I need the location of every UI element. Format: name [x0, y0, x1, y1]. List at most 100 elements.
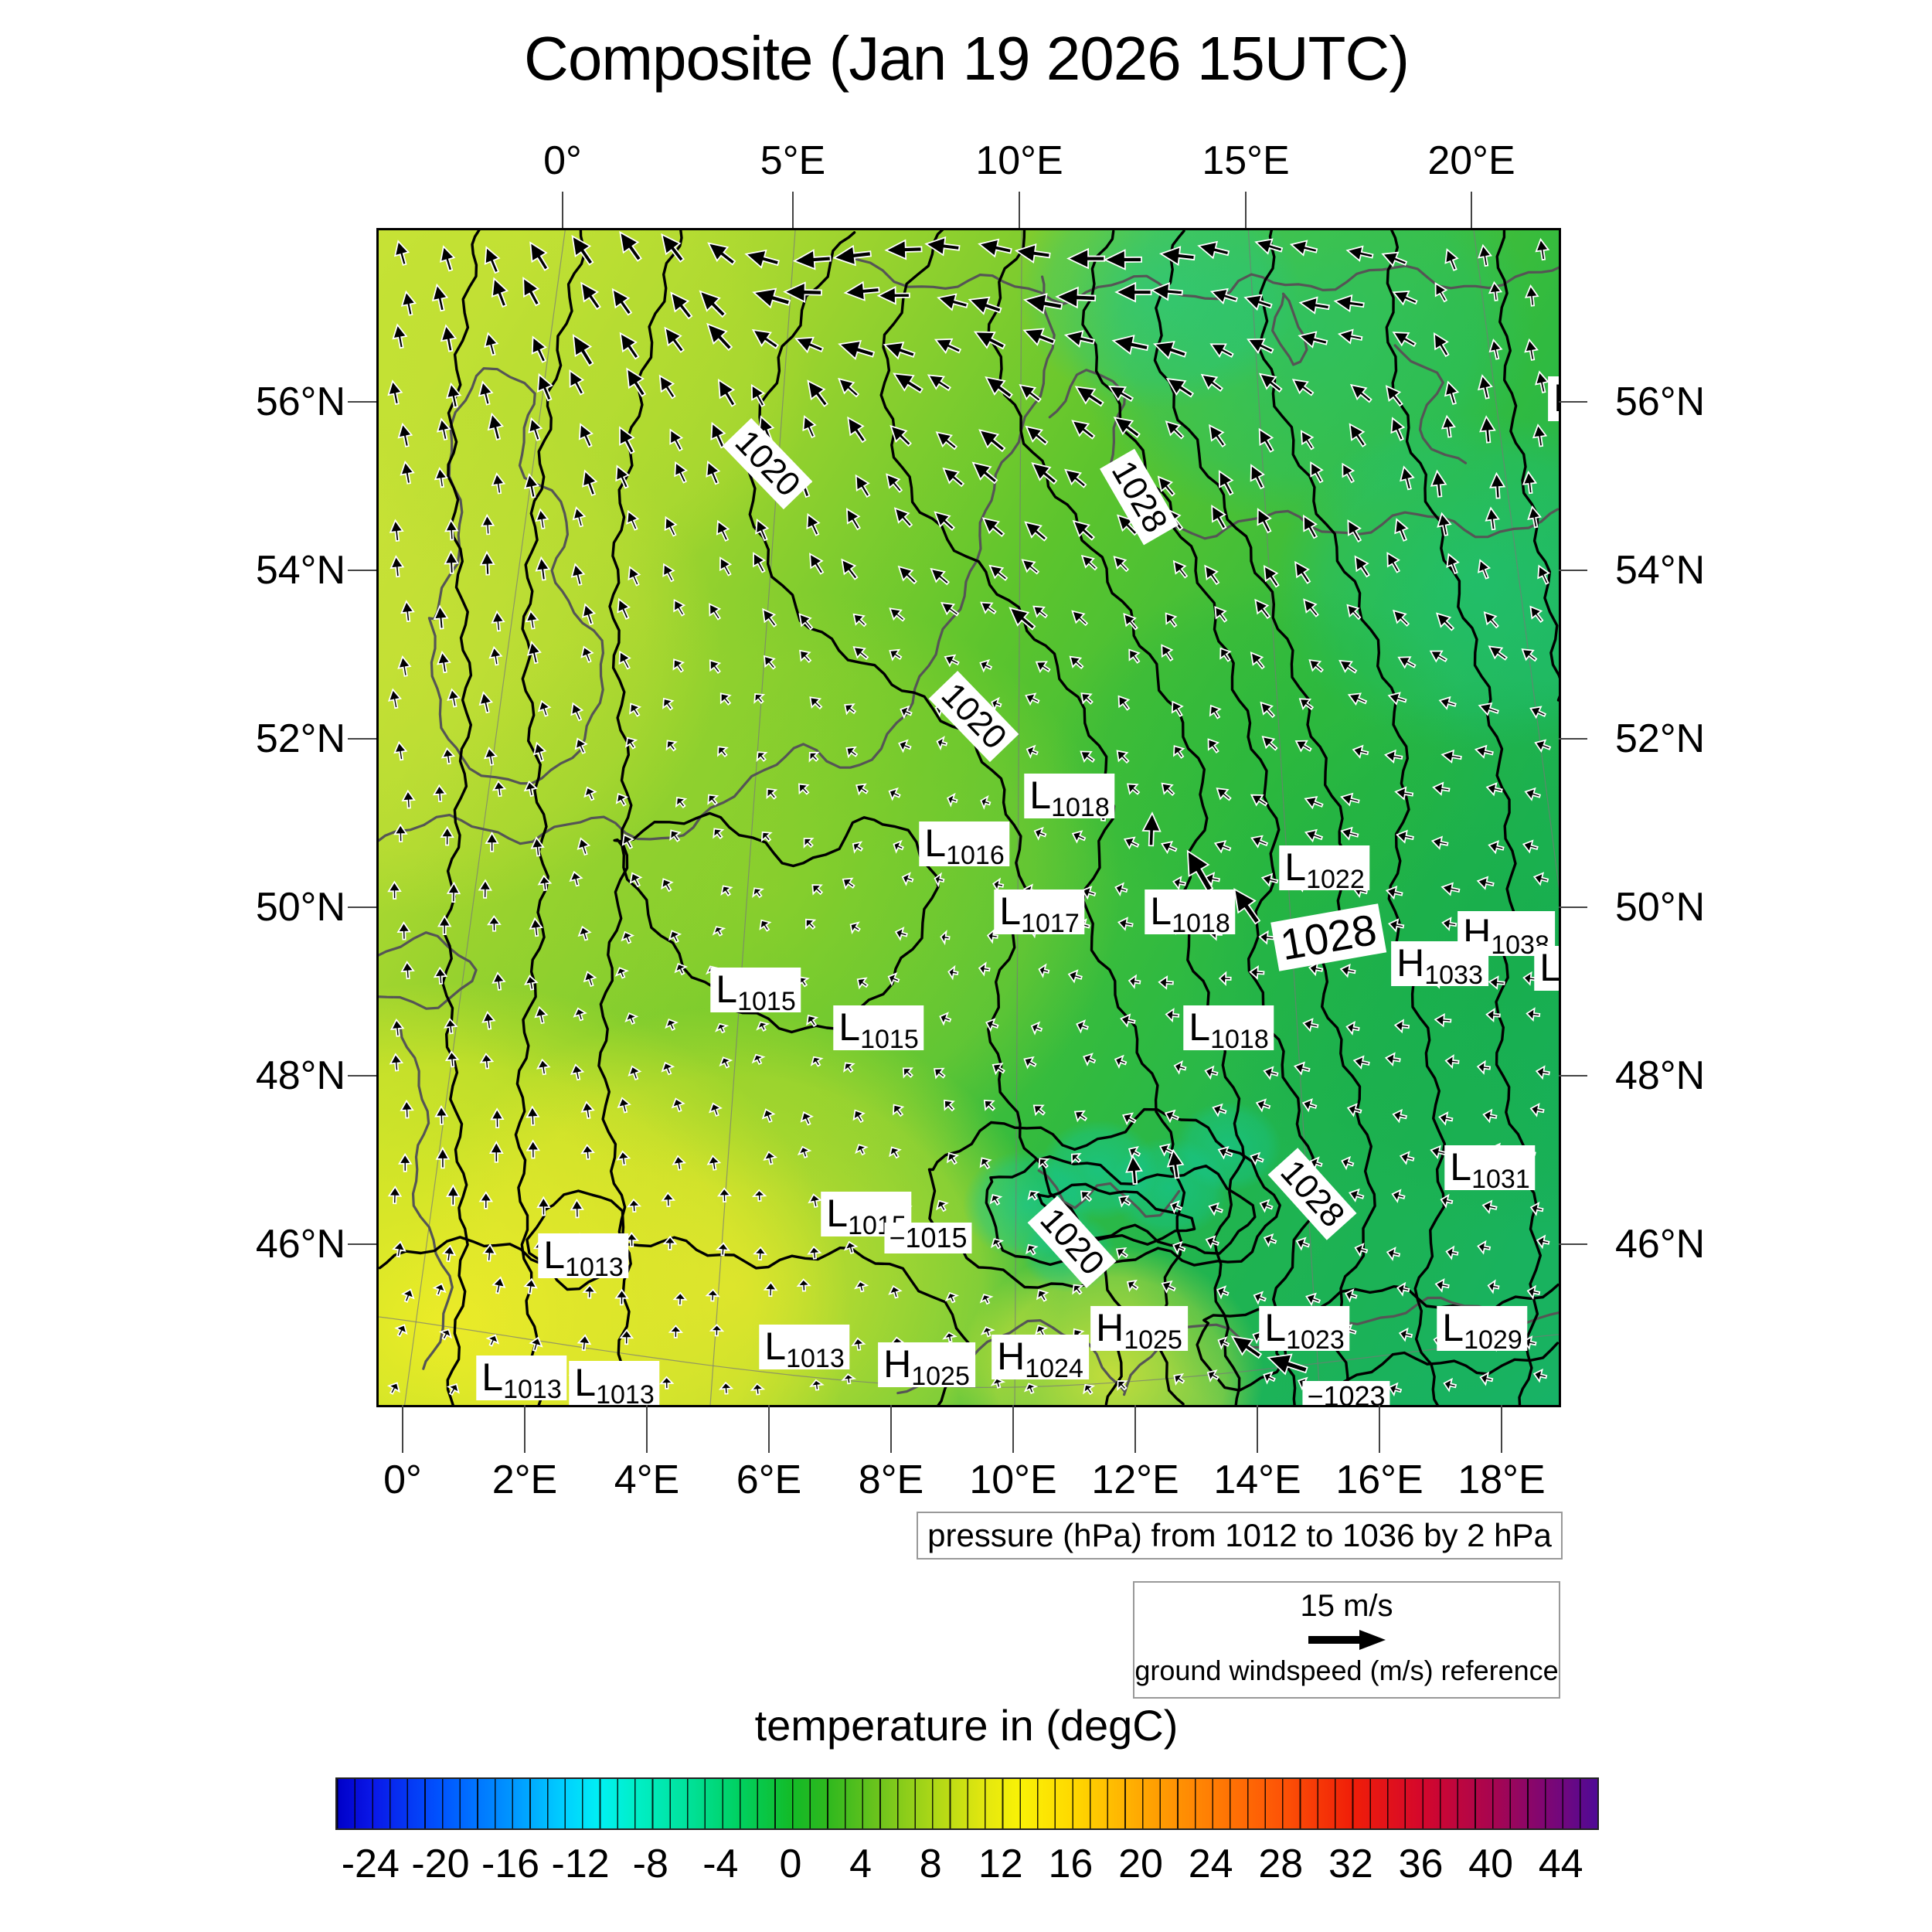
isobar-contour-label-1028: 1028	[1270, 903, 1386, 971]
left-axis-label-52°N: 52°N	[255, 716, 345, 761]
pressure-center-L-1018: L1018	[1024, 774, 1115, 821]
isobar-contour-label-1028: 1028	[1267, 1148, 1357, 1240]
pressure-center-H-1024: H1024	[992, 1335, 1089, 1382]
colorbar-tick-label-16: 16	[1048, 1842, 1094, 1886]
top-axis-label-5°E: 5°E	[760, 138, 826, 183]
axis-tick	[1559, 906, 1587, 908]
axis-tick	[1134, 1405, 1136, 1453]
axis-tick	[562, 192, 563, 228]
bottom-axis-label-18°E: 18°E	[1458, 1458, 1546, 1502]
colorbar-tick-label-28: 28	[1258, 1842, 1304, 1886]
colorbar-tick-label-20: 20	[1118, 1842, 1163, 1886]
pressure-center-L-1013: L1013	[476, 1355, 567, 1403]
pressure-center-H-1025: H1025	[878, 1342, 975, 1389]
pressure-center-L-1015: L1015	[710, 968, 801, 1015]
colorbar-title: temperature in (degC)	[754, 1701, 1179, 1750]
bottom-axis-label-10°E: 10°E	[969, 1458, 1057, 1502]
right-axis-label-46°N: 46°N	[1615, 1222, 1706, 1267]
colorbar-tick-label-0: 0	[779, 1842, 802, 1886]
left-axis-label-46°N: 46°N	[255, 1222, 345, 1267]
bottom-axis-label-14°E: 14°E	[1213, 1458, 1301, 1502]
bottom-axis-label-6°E: 6°E	[736, 1458, 802, 1502]
bottom-axis-label-12°E: 12°E	[1091, 1458, 1179, 1502]
colorbar-tick-label-12: 12	[978, 1842, 1023, 1886]
colorbar-tick-label-36: 36	[1398, 1842, 1444, 1886]
map-plot-area	[376, 228, 1561, 1407]
pressure-center-L-1015: L1015	[833, 1005, 924, 1053]
colorbar-tick-label-32: 32	[1328, 1842, 1373, 1886]
left-axis-label-48°N: 48°N	[255, 1053, 345, 1098]
isobar-minor-label: −1023	[1302, 1381, 1390, 1405]
axis-tick	[1559, 570, 1587, 571]
axis-tick	[348, 1075, 376, 1077]
right-axis-label-52°N: 52°N	[1615, 716, 1706, 761]
right-axis-label-56°N: 56°N	[1615, 379, 1706, 424]
bottom-axis-label-8°E: 8°E	[858, 1458, 924, 1502]
colorbar-tick-label-24: 24	[1188, 1842, 1233, 1886]
wind-reference-box: 15 m/s ground windspeed (m/s) reference	[1133, 1581, 1560, 1699]
axis-tick	[348, 401, 376, 403]
axis-tick	[890, 1405, 892, 1453]
colorbar-tick-label-8: 8	[919, 1842, 942, 1886]
pressure-caption: pressure (hPa) from 1012 to 1036 by 2 hP…	[927, 1517, 1552, 1553]
axis-tick	[792, 192, 794, 228]
bottom-axis-label-16°E: 16°E	[1335, 1458, 1423, 1502]
isobar-contour-label-1020: 1020	[722, 417, 813, 510]
bottom-axis-label-4°E: 4°E	[614, 1458, 680, 1502]
pressure-center-L-1031: L1031	[1444, 1145, 1536, 1192]
pressure-center-L-1029: L1029	[1437, 1306, 1528, 1353]
axis-tick	[348, 1243, 376, 1245]
axis-tick	[1471, 192, 1472, 228]
bottom-axis-label-0°: 0°	[383, 1458, 422, 1502]
axis-tick	[1019, 192, 1020, 228]
right-axis-label-54°N: 54°N	[1615, 548, 1706, 593]
axis-tick	[1559, 1075, 1587, 1077]
colorbar-tick-label--20: -20	[411, 1842, 470, 1886]
pressure-center-L-1018: L1018	[1183, 1005, 1274, 1053]
axis-tick	[524, 1405, 526, 1453]
page-title: Composite (Jan 19 2026 15UTC)	[524, 24, 1410, 93]
pressure-label-overlay: L1018L1016L1022L1017L1018H1038H1033L1030…	[376, 228, 1559, 1405]
pressure-center-L-1017: L1017	[994, 889, 1085, 937]
right-axis-label-50°N: 50°N	[1615, 885, 1706, 930]
wind-reference-speed: 15 m/s	[1300, 1589, 1393, 1623]
pressure-center-H-1025: H1025	[1090, 1306, 1188, 1353]
isobar-contour-label-1020: 1020	[1027, 1196, 1117, 1288]
bottom-axis-label-2°E: 2°E	[492, 1458, 558, 1502]
colorbar-tick-label-40: 40	[1468, 1842, 1513, 1886]
pressure-center-L-1013: L1013	[538, 1233, 629, 1281]
top-axis-label-0°: 0°	[543, 138, 582, 183]
axis-tick	[768, 1405, 770, 1453]
axis-tick	[1559, 401, 1587, 403]
pressure-center-L-1018: L1018	[1145, 889, 1236, 937]
pressure-center-H-1035: H1035	[1548, 376, 1559, 421]
colorbar-tick-label--24: -24	[341, 1842, 400, 1886]
axis-tick	[1245, 192, 1247, 228]
colorbar-tick-label--16: -16	[481, 1842, 540, 1886]
top-axis-label-10°E: 10°E	[975, 138, 1063, 183]
isobar-contour-label-1028: 1028	[1100, 448, 1179, 546]
temperature-pressure-wind-map	[379, 230, 1559, 1405]
axis-tick	[1257, 1405, 1258, 1453]
axis-tick	[348, 906, 376, 908]
axis-tick	[1379, 1405, 1380, 1453]
axis-tick	[402, 1405, 403, 1453]
pressure-center-L-1013: L1013	[759, 1325, 850, 1372]
pressure-center-L-1030: L1030	[1534, 946, 1559, 991]
axis-tick	[1501, 1405, 1502, 1453]
pressure-center-L-1013: L1013	[569, 1361, 660, 1405]
pressure-center-L-1016: L1016	[919, 821, 1010, 869]
pressure-center-L-1023: L1023	[1259, 1306, 1350, 1353]
colorbar-tick-label-4: 4	[849, 1842, 872, 1886]
isobar-contour-label-1020: 1020	[928, 670, 1019, 763]
pressure-caption-box: pressure (hPa) from 1012 to 1036 by 2 hP…	[917, 1512, 1563, 1560]
left-axis-label-54°N: 54°N	[255, 548, 345, 593]
colorbar-tick-label-44: 44	[1538, 1842, 1583, 1886]
axis-tick	[646, 1405, 648, 1453]
right-axis-label-48°N: 48°N	[1615, 1053, 1706, 1098]
wind-reference-arrow-icon	[1308, 1630, 1386, 1650]
temperature-colorbar	[335, 1777, 1599, 1830]
colorbar-tick-label--12: -12	[551, 1842, 610, 1886]
pressure-center-H-1033: H1033	[1391, 941, 1488, 988]
